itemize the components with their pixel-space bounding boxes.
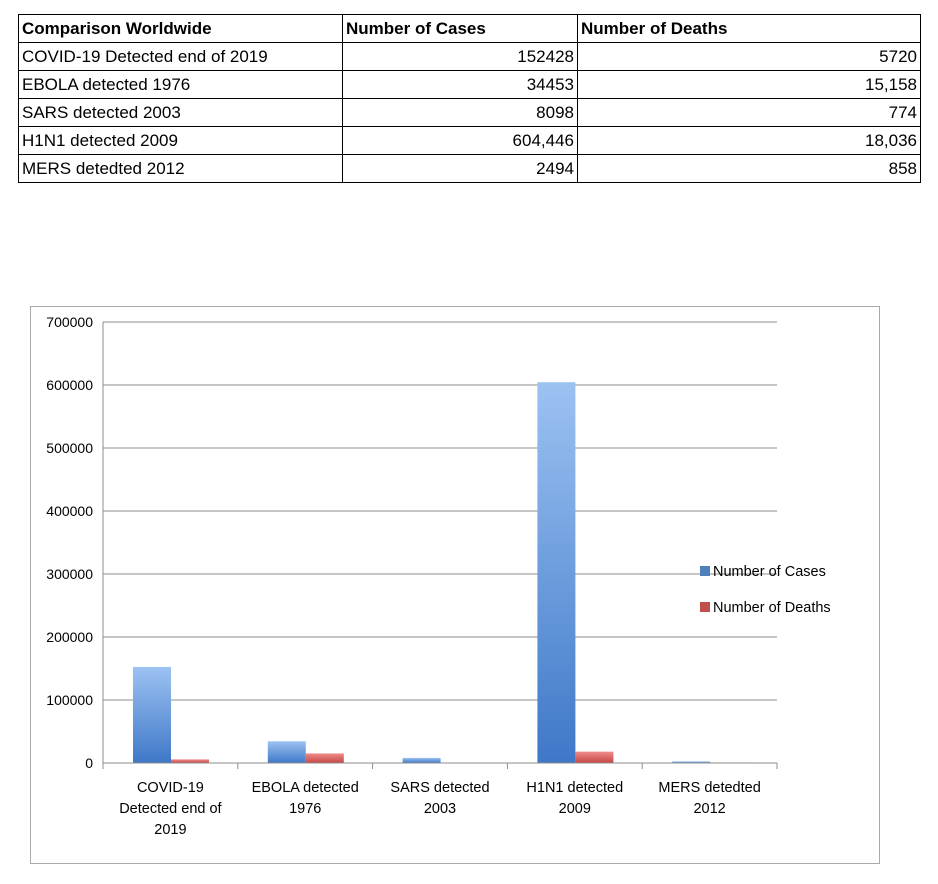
table-row: MERS detedted 2012 2494 858: [18, 154, 921, 183]
bar-cases: [672, 761, 711, 763]
header-comparison: Comparison Worldwide: [18, 14, 343, 43]
cases-cell: 604,446: [342, 126, 578, 155]
bar-cases: [402, 757, 441, 763]
y-tick-label: 500000: [46, 440, 93, 456]
disease-cell: SARS detected 2003: [18, 98, 343, 127]
cases-cell: 34453: [342, 70, 578, 99]
x-category-label: Detected end of: [119, 801, 222, 817]
legend: Number of Cases Number of Deaths: [700, 564, 831, 616]
bar-deaths: [575, 751, 614, 763]
table-row: EBOLA detected 1976 34453 15,158: [18, 70, 921, 99]
x-category-label: 2019: [154, 822, 186, 838]
bar-cases: [537, 382, 576, 763]
y-tick-label: 300000: [46, 566, 93, 582]
header-cases: Number of Cases: [342, 14, 578, 43]
bar-deaths: [305, 753, 344, 763]
disease-cell: H1N1 detected 2009: [18, 126, 343, 155]
table-row: H1N1 detected 2009 604,446 18,036: [18, 126, 921, 155]
cases-cell: 152428: [342, 42, 578, 71]
chart-frame: 0 100000 200000 300000 400000 500000 600000 700…: [30, 306, 880, 864]
bar-chart: 0 100000 200000 300000 400000 500000 600000 700…: [46, 314, 831, 838]
legend-swatch: [700, 566, 710, 576]
bar-cases: [267, 741, 306, 763]
bars: [133, 382, 749, 764]
x-category-label: H1N1 detected: [526, 780, 623, 796]
bar-cases: [133, 666, 171, 763]
disease-cell: MERS detedted 2012: [18, 154, 343, 183]
cases-cell: 8098: [342, 98, 578, 127]
axes: 0 100000 200000 300000 400000 500000 600000 700…: [46, 314, 778, 838]
bar-deaths: [171, 759, 209, 763]
y-tick-label: 700000: [46, 314, 93, 330]
comparison-table: Comparison Worldwide Number of Cases Num…: [18, 14, 921, 183]
table-row: SARS detected 2003 8098 774: [18, 98, 921, 127]
deaths-cell: 858: [577, 154, 921, 183]
y-tick-label: 0: [85, 755, 93, 771]
x-category-label: 1976: [289, 801, 321, 817]
table-row: COVID-19 Detected end of 2019 152428 572…: [18, 42, 921, 71]
disease-cell: COVID-19 Detected end of 2019: [18, 42, 343, 71]
deaths-cell: 774: [577, 98, 921, 127]
x-category-label: 2003: [424, 801, 456, 817]
y-tick-label: 100000: [46, 692, 93, 708]
table-header-row: Comparison Worldwide Number of Cases Num…: [18, 14, 921, 43]
legend-label: Number of Cases: [713, 564, 826, 580]
y-tick-label: 400000: [46, 503, 93, 519]
cases-cell: 2494: [342, 154, 578, 183]
x-category-label: COVID-19: [137, 780, 204, 796]
x-category-label: 2009: [559, 801, 591, 817]
legend-label: Number of Deaths: [713, 600, 831, 616]
legend-swatch: [700, 602, 710, 612]
deaths-cell: 15,158: [577, 70, 921, 99]
y-tick-label: 600000: [46, 377, 93, 393]
deaths-cell: 18,036: [577, 126, 921, 155]
disease-cell: EBOLA detected 1976: [18, 70, 343, 99]
x-category-label: SARS detected: [390, 780, 489, 796]
y-tick-label: 200000: [46, 629, 93, 645]
deaths-cell: 5720: [577, 42, 921, 71]
x-category-label: MERS detedted: [658, 780, 760, 796]
x-category-label: 2012: [693, 801, 725, 817]
header-deaths: Number of Deaths: [577, 14, 921, 43]
gridlines: [103, 321, 777, 701]
x-category-label: EBOLA detected: [252, 780, 359, 796]
